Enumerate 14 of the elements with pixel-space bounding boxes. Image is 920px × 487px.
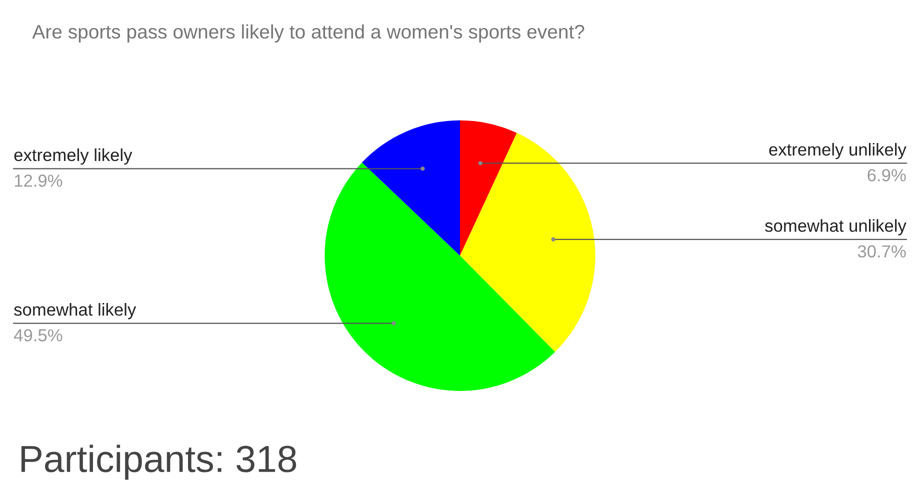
data-label: 12.9% <box>14 174 62 187</box>
data-label: 6.9% <box>868 169 906 182</box>
pie-slice <box>362 120 460 256</box>
chart-title: Are sports pass owners likely to attend a women's sports event? <box>32 24 584 42</box>
pie-slice <box>460 132 596 352</box>
data-label: 30.7% <box>858 245 906 258</box>
pie-slice <box>460 120 517 256</box>
slice-label: extremely likely <box>14 148 132 165</box>
slice-label: extremely unlikely <box>769 142 906 160</box>
text: Participants: 318 <box>21 444 296 480</box>
slice-label: somewhat likely <box>14 303 136 320</box>
slice-label: somewhat unlikely <box>765 219 906 236</box>
data-label: 49.5% <box>14 329 62 342</box>
pie-slice <box>324 162 556 391</box>
